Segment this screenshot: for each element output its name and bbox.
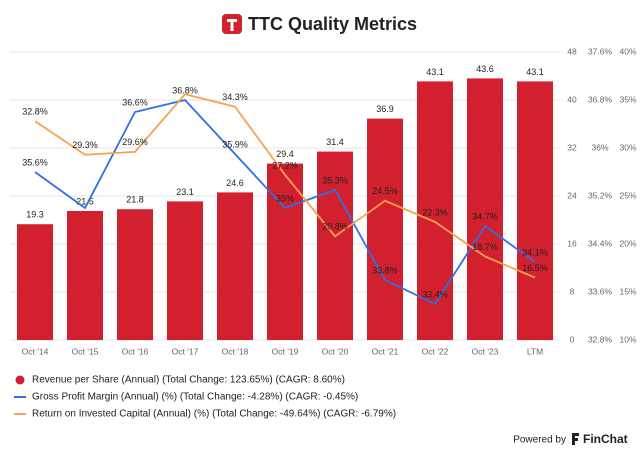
x-tick-label: Oct '20	[322, 346, 349, 356]
bar-value-label: 19.3	[26, 210, 44, 220]
line-value-label: 35.6%	[22, 157, 48, 167]
y3-tick-label: 15%	[619, 286, 636, 296]
line-value-label: 36.6%	[122, 97, 148, 107]
chart-title: TTC Quality Metrics	[248, 14, 417, 34]
bar-value-label: 21.5	[76, 196, 94, 206]
bar	[217, 192, 253, 340]
bar	[417, 81, 453, 341]
line-value-label: 35.3%	[322, 175, 348, 185]
y2-tick-label: 36%	[591, 142, 608, 152]
legend-label: Revenue per Share (Annual) (Total Change…	[32, 375, 345, 386]
y3-tick-label: 40%	[619, 46, 636, 56]
x-tick-label: Oct '22	[422, 346, 449, 356]
line-value-label: 22.3%	[422, 207, 448, 217]
y2-tick-label: 35.2%	[588, 190, 613, 200]
bar	[67, 211, 103, 340]
bar	[17, 224, 53, 340]
bar	[317, 151, 353, 340]
x-tick-label: LTM	[527, 346, 543, 356]
y2-tick-label: 33.6%	[588, 286, 613, 296]
line-value-label: 27.2%	[272, 160, 298, 170]
y3-tick-label: 25%	[619, 190, 636, 200]
line-value-label: 29.6%	[122, 137, 148, 147]
y3-tick-label: 30%	[619, 142, 636, 152]
footer-brand: FinChat	[583, 432, 628, 446]
line-value-label: 32.8%	[22, 106, 48, 116]
y-tick-label: 0	[570, 334, 575, 344]
line-value-label: 36.8%	[172, 85, 198, 95]
bar-value-label: 21.8	[126, 195, 144, 205]
bar	[467, 78, 503, 341]
line-value-label: 18.7%	[472, 242, 498, 252]
y-tick-label: 16	[567, 238, 577, 248]
line-value-label: 33.8%	[372, 265, 398, 275]
legend-marker	[15, 375, 25, 385]
x-tick-label: Oct '14	[22, 346, 49, 356]
x-tick-label: Oct '21	[372, 346, 399, 356]
line-value-label: 29.3%	[72, 140, 98, 150]
x-tick-label: Oct '18	[222, 346, 249, 356]
line	[34, 99, 536, 306]
line-value-label: 20.8%	[322, 222, 348, 232]
bar-value-label: 43.1	[426, 67, 444, 77]
y2-tick-label: 36.8%	[588, 94, 613, 104]
legend-label: Gross Profit Margin (Annual) (%) (Total …	[32, 392, 358, 403]
bar	[167, 201, 203, 340]
y-tick-label: 32	[567, 142, 577, 152]
y2-tick-label: 34.4%	[588, 238, 613, 248]
y3-tick-label: 35%	[619, 94, 636, 104]
line-value-label: 24.5%	[372, 186, 398, 196]
line-value-label: 34.1%	[522, 247, 548, 257]
line-value-label: 33.4%	[422, 289, 448, 299]
line-value-label: 35.9%	[222, 139, 248, 149]
line-value-label: 34.7%	[472, 211, 498, 221]
y-tick-label: 24	[567, 190, 577, 200]
x-tick-label: Oct '17	[172, 346, 199, 356]
bar-value-label: 29.4	[276, 149, 294, 159]
bar	[517, 81, 553, 341]
y3-tick-label: 20%	[619, 238, 636, 248]
footer-prefix: Powered by	[513, 435, 566, 446]
legend-label: Return on Invested Capital (Annual) (%) …	[32, 409, 396, 420]
y-tick-label: 48	[567, 46, 577, 56]
x-tick-label: Oct '15	[72, 346, 99, 356]
bar-value-label: 24.6	[226, 178, 244, 188]
bar-value-label: 43.1	[526, 67, 544, 77]
bar-value-label: 43.6	[476, 64, 494, 74]
line-value-label: 16.5%	[522, 263, 548, 273]
y3-tick-label: 10%	[619, 334, 636, 344]
bar	[267, 163, 303, 340]
line-value-label: 35%	[276, 193, 294, 203]
bar-value-label: 23.1	[176, 187, 194, 197]
bar	[367, 118, 403, 340]
x-tick-label: Oct '16	[122, 346, 149, 356]
brand-icon	[572, 433, 579, 445]
y2-tick-label: 37.6%	[588, 46, 613, 56]
y-tick-label: 40	[567, 94, 577, 104]
line	[34, 93, 536, 279]
x-tick-label: Oct '19	[272, 346, 299, 356]
logo-glyph	[227, 19, 237, 31]
bar	[117, 209, 153, 340]
bar-value-label: 31.4	[326, 137, 344, 147]
x-tick-label: Oct '23	[472, 346, 499, 356]
line-value-label: 34.3%	[222, 92, 248, 102]
bar-value-label: 36.9	[376, 104, 394, 114]
y2-tick-label: 32.8%	[588, 334, 613, 344]
y-tick-label: 8	[570, 286, 575, 296]
